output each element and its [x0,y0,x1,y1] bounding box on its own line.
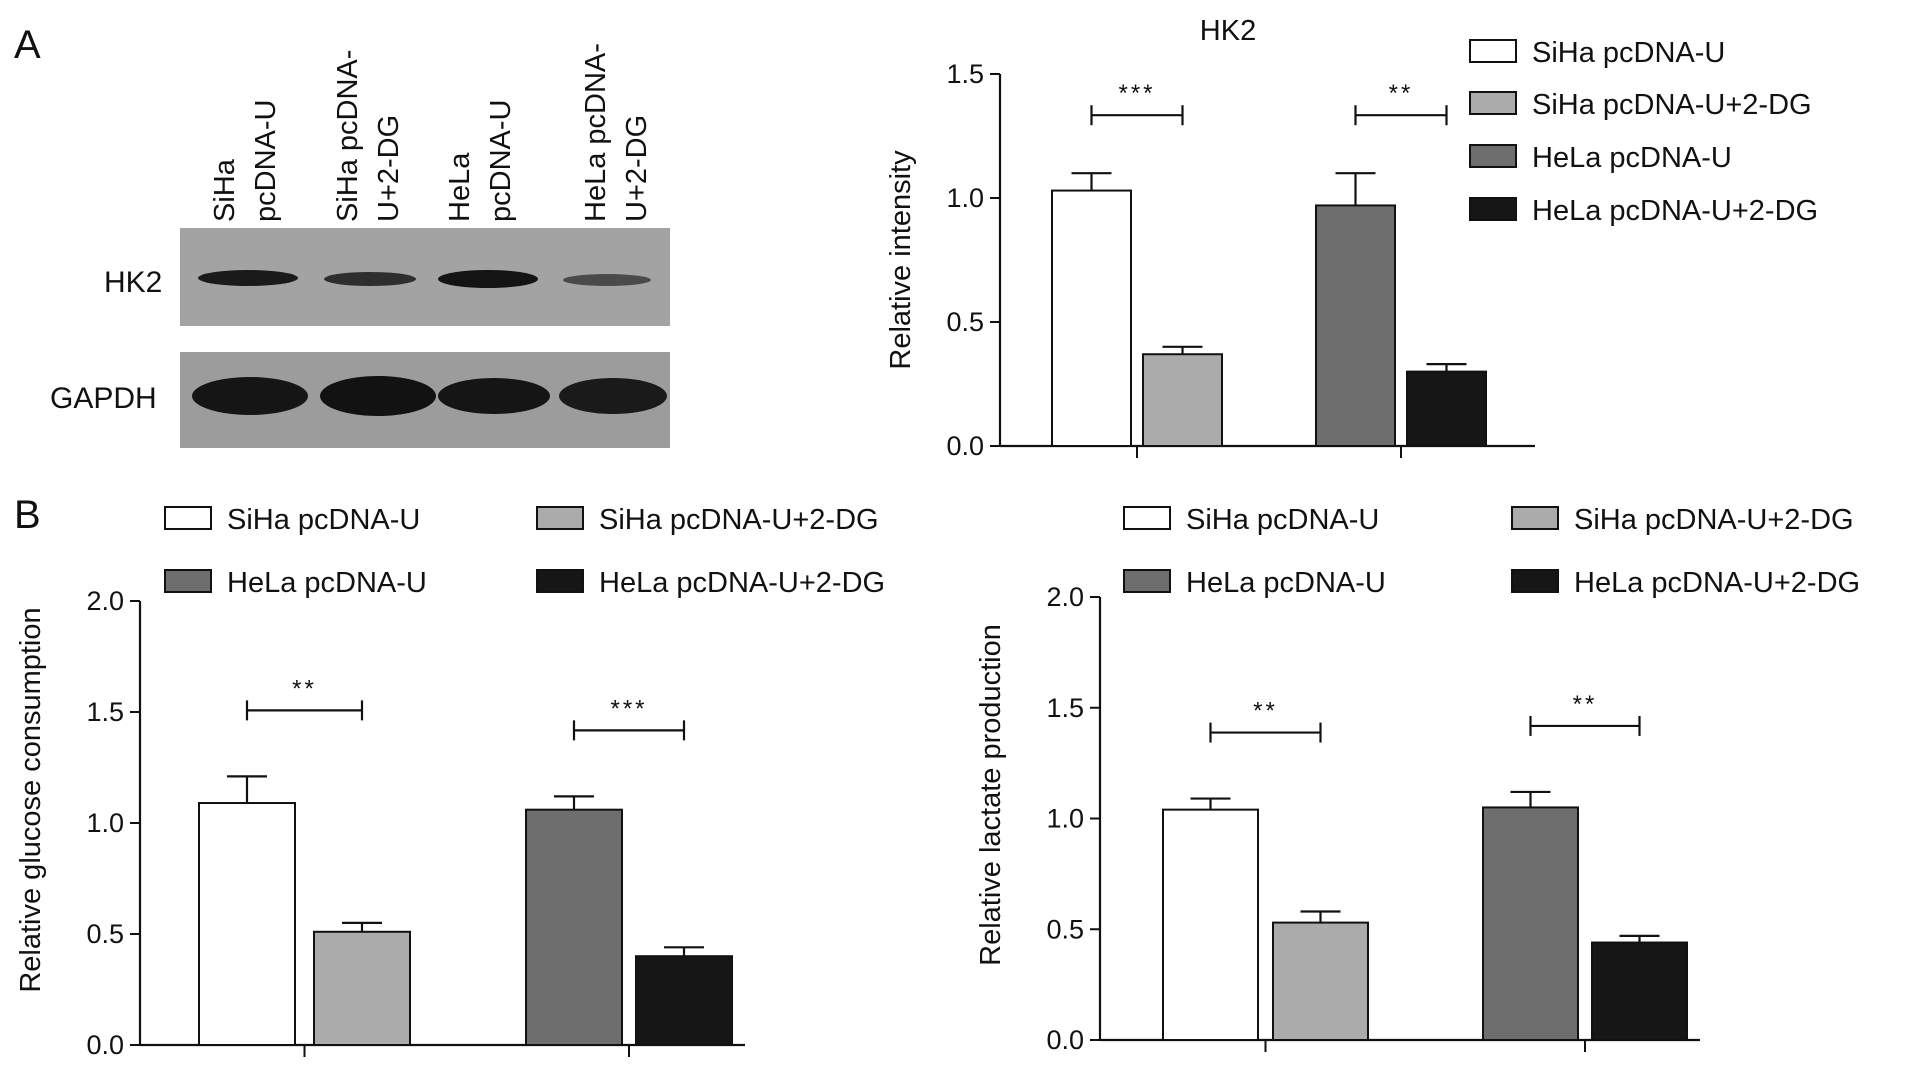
lane-label-1-line-1: SiHa [209,158,241,222]
chart-lactate-y-tick-label: 0.5 [1046,914,1084,944]
band-label-hk2: HK2 [104,266,162,299]
chart-glucose-y-tick-label: 1.0 [86,808,124,838]
chart-lactate-bar-3 [1482,806,1579,1041]
chart-lactate-legend-swatch-2 [1511,506,1559,530]
chart-hk2-significance-1: *** [1118,80,1155,107]
lane-labels: SiHa pcDNA-U SiHa pcDNA- U+2-DG HeLa pcD… [209,43,653,222]
chart-glucose-bar-3 [525,808,623,1046]
chart-hk2-bar-1 [1051,189,1132,447]
chart-hk2-bars [1051,172,1487,448]
hk2-band-lane-4 [563,274,651,286]
gapdh-band-lane-1 [192,377,308,415]
chart-hk2-legend-swatch-1 [1469,39,1517,63]
chart-glucose-legend-swatch-4 [536,569,584,593]
chart-lactate-legend-label-2: SiHa pcDNA-U+2-DG [1574,504,1854,536]
chart-glucose-legend-swatch-1 [164,506,212,530]
lane-label-3-line-2: pcDNA-U [485,100,517,222]
chart-glucose-legend-label-4: HeLa pcDNA-U+2-DG [599,567,885,599]
chart-lactate-bar-2 [1272,921,1369,1041]
band-label-gapdh: GAPDH [50,382,157,415]
lane-label-4-line-2: U+2-DG [621,115,653,222]
chart-lactate-bars [1162,790,1688,1042]
chart-lactate-significance-1: ** [1253,698,1278,725]
western-blot: SiHa pcDNA-U SiHa pcDNA- U+2-DG HeLa pcD… [50,43,670,448]
chart-lactate-y-tick-label: 1.0 [1046,804,1084,834]
lane-label-2-line-1: SiHa pcDNA- [332,50,364,222]
chart-hk2-legend-swatch-2 [1469,91,1517,115]
chart-glucose-significance: ***** [245,675,686,741]
chart-glucose-legend-swatch-3 [164,569,212,593]
chart-hk2-significance: *** ** [1090,80,1448,126]
chart-lactate-y-axis-label: Relative lactate production [975,624,1007,966]
chart-lactate-legend-label-1: SiHa pcDNA-U [1186,504,1379,536]
panel-label-b: B [14,493,41,537]
gapdh-bands [192,376,667,416]
hk2-bands [198,270,651,288]
chart-lactate-legend: SiHa pcDNA-U SiHa pcDNA-U+2-DG HeLa pcDNA-… [1123,504,1860,599]
chart-hk2-legend-label-4: HeLa pcDNA-U+2-DG [1532,195,1818,227]
chart-hk2-legend-swatch-4 [1469,197,1517,221]
chart-glucose-legend-label-3: HeLa pcDNA-U [227,567,427,599]
chart-hk2-y-axis-label: Relative intensity [885,150,917,370]
chart-glucose-bar-4 [635,955,733,1047]
chart-lactate: Relative lactate production 0.0 0.5 1.0 1.5… [975,504,1860,1055]
chart-hk2-y-tick-label: 0.5 [946,307,984,337]
chart-hk2-significance-2: ** [1389,80,1414,107]
chart-glucose-legend: SiHa pcDNA-U SiHa pcDNA-U+2-DG HeLa pcDNA-… [164,504,885,599]
chart-hk2-bar-4 [1406,370,1487,448]
chart-lactate-bar-1 [1162,808,1259,1042]
gapdh-band-lane-4 [559,378,667,414]
chart-glucose-bar-2 [313,930,411,1047]
chart-lactate-axes: 0.0 0.5 1.0 1.5 2.0 [1046,582,1700,1055]
chart-glucose-y-tick-label: 1.5 [86,697,124,727]
chart-glucose-bar-1 [198,802,296,1047]
chart-hk2-legend-label-3: HeLa pcDNA-U [1532,142,1732,174]
gapdh-band-lane-2 [320,376,436,416]
chart-hk2: HK2 Relative intensity 0.00.51.01.5 *** *… [885,15,1818,461]
hk2-band-lane-3 [438,270,538,288]
gapdh-band-lane-3 [438,378,550,414]
chart-glucose-y-axis-label: Relative glucose consumption [15,607,47,992]
chart-lactate-y-tick-label: 1.5 [1046,693,1084,723]
panel-label-a: A [14,23,41,67]
chart-hk2-y-tick-label: 1.0 [946,183,984,213]
chart-glucose-legend-label-1: SiHa pcDNA-U [227,504,420,536]
chart-glucose-y-tick-label: 0.0 [86,1030,124,1060]
chart-glucose-bars [198,775,733,1047]
chart-lactate-legend-label-3: HeLa pcDNA-U [1186,567,1386,599]
chart-glucose-significance-2: *** [610,695,647,722]
chart-lactate-legend-swatch-3 [1123,569,1171,593]
chart-hk2-legend-label-1: SiHa pcDNA-U [1532,37,1725,69]
chart-hk2-title: HK2 [1200,15,1256,47]
chart-lactate-bar-4 [1591,941,1688,1041]
chart-glucose-y-tick-label: 0.5 [86,919,124,949]
chart-lactate-significance-2: ** [1573,691,1598,718]
chart-hk2-bar-2 [1142,353,1223,447]
chart-lactate-significance: ** ** [1209,691,1641,743]
chart-glucose-legend-swatch-2 [536,506,584,530]
chart-hk2-legend-label-2: SiHa pcDNA-U+2-DG [1532,89,1812,121]
chart-glucose-significance-1: ** [292,675,317,702]
chart-hk2-legend-swatch-3 [1469,144,1517,168]
chart-lactate-legend-swatch-1 [1123,506,1171,530]
chart-hk2-y-tick-label: 1.5 [946,59,984,89]
lane-label-2-line-2: U+2-DG [373,115,405,222]
chart-hk2-bar-3 [1315,204,1396,447]
hk2-band-lane-1 [198,270,298,286]
lane-label-4-line-1: HeLa pcDNA- [580,43,612,222]
lane-label-1-line-2: pcDNA-U [250,100,282,222]
chart-glucose-y-tick-label: 2.0 [86,586,124,616]
chart-hk2-legend: SiHa pcDNA-U SiHa pcDNA-U+2-DG HeLa pcDNA-… [1469,37,1818,227]
lane-label-3-line-1: HeLa [444,152,476,222]
chart-glucose: Relative glucose consumption 0.0 0.5 1.0 1.… [15,504,885,1060]
chart-lactate-y-tick-label: 0.0 [1046,1025,1084,1055]
chart-glucose-legend-label-2: SiHa pcDNA-U+2-DG [599,504,879,536]
chart-hk2-y-tick-label: 0.0 [946,431,984,461]
chart-lactate-y-tick-label: 2.0 [1046,582,1084,612]
chart-lactate-legend-swatch-4 [1511,569,1559,593]
chart-lactate-legend-label-4: HeLa pcDNA-U+2-DG [1574,567,1860,599]
hk2-band-lane-2 [324,272,416,286]
